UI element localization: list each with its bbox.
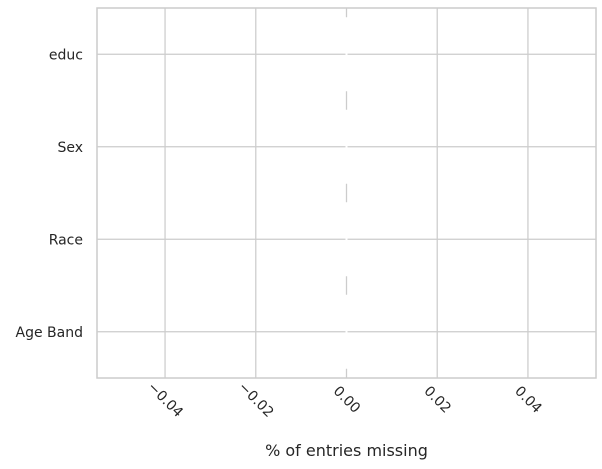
y-tick-label: Sex	[57, 140, 83, 156]
bar	[345, 202, 348, 277]
plot-frame	[96, 7, 597, 379]
bar	[345, 109, 348, 184]
x-tick-label: 0.00	[330, 383, 363, 416]
x-tick-label: −0.02	[235, 379, 277, 421]
x-axis-label: % of entries missing	[265, 441, 428, 460]
bar	[345, 17, 348, 92]
y-tick-label: educ	[49, 47, 83, 63]
x-tick-label: 0.02	[421, 383, 454, 416]
x-tick-label: 0.04	[511, 383, 544, 416]
y-tick-label: Race	[49, 232, 83, 248]
y-tick-label: Age Band	[16, 325, 83, 341]
y-tick-labels: educ Sex Race Age Band	[16, 47, 83, 341]
x-tick-label: −0.04	[144, 379, 186, 421]
bar	[345, 294, 348, 369]
x-tick-labels: −0.04 −0.02 0.00 0.02 0.04	[144, 379, 544, 421]
bars-layer	[345, 17, 348, 369]
